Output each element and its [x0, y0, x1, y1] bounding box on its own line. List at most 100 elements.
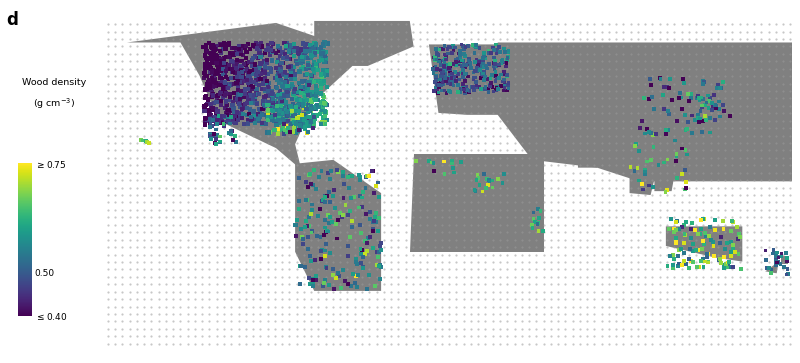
Point	[348, 29, 361, 34]
Point	[326, 81, 339, 86]
Point	[166, 318, 179, 324]
Point	[239, 95, 252, 101]
Point	[218, 177, 230, 183]
Point	[189, 29, 202, 34]
Point	[762, 281, 775, 287]
Point	[661, 281, 674, 287]
Point	[298, 252, 310, 257]
Point	[281, 109, 294, 114]
Point	[414, 266, 426, 272]
Point	[310, 87, 323, 93]
Point	[515, 51, 528, 57]
Point	[777, 229, 790, 235]
Point	[254, 51, 266, 57]
Point	[647, 132, 660, 138]
Point	[406, 103, 419, 109]
Point	[214, 98, 227, 104]
Point	[545, 252, 558, 257]
Point	[762, 207, 775, 213]
Point	[189, 66, 202, 72]
Point	[293, 100, 306, 106]
Point	[718, 326, 731, 332]
Point	[348, 259, 361, 265]
Point	[236, 105, 249, 111]
Point	[755, 192, 768, 198]
Point	[314, 44, 327, 49]
Point	[762, 36, 775, 42]
Point	[501, 133, 514, 139]
Point	[631, 147, 644, 153]
Point	[227, 52, 240, 58]
Point	[675, 106, 688, 112]
Point	[218, 259, 230, 265]
Point	[166, 177, 179, 183]
Point	[305, 170, 318, 176]
Point	[258, 102, 271, 107]
Point	[200, 93, 213, 99]
Point	[385, 296, 398, 302]
Point	[298, 98, 310, 103]
Point	[440, 62, 453, 68]
Point	[116, 333, 129, 339]
Point	[494, 281, 506, 287]
Point	[545, 51, 558, 57]
Point	[674, 90, 686, 96]
Point	[668, 58, 681, 64]
Point	[130, 147, 143, 153]
Point	[225, 311, 238, 317]
Point	[770, 66, 782, 72]
Point	[468, 87, 481, 93]
Point	[566, 311, 579, 317]
Point	[288, 125, 301, 131]
Point	[675, 326, 688, 332]
Point	[442, 274, 455, 280]
Point	[214, 62, 227, 68]
Point	[318, 74, 330, 79]
Point	[678, 231, 691, 237]
Point	[479, 281, 492, 287]
Point	[283, 296, 296, 302]
Point	[645, 157, 658, 163]
Point	[617, 44, 630, 49]
Point	[303, 82, 316, 87]
Point	[276, 192, 289, 198]
Point	[494, 118, 506, 124]
Point	[210, 121, 222, 126]
Point	[486, 95, 499, 101]
Point	[465, 140, 478, 146]
Point	[617, 88, 630, 94]
Point	[123, 244, 136, 250]
Point	[438, 87, 451, 93]
Point	[249, 62, 262, 68]
Point	[438, 159, 450, 164]
Point	[446, 50, 458, 56]
Point	[269, 140, 282, 146]
Point	[777, 318, 790, 324]
Point	[530, 252, 542, 257]
Point	[218, 333, 230, 339]
Point	[682, 215, 695, 220]
Point	[490, 86, 502, 92]
Point	[428, 118, 441, 124]
Point	[545, 207, 558, 213]
Point	[508, 252, 521, 257]
Point	[399, 311, 412, 317]
Point	[288, 53, 301, 59]
Point	[370, 183, 382, 189]
Point	[116, 244, 129, 250]
Point	[204, 79, 217, 85]
Point	[218, 122, 230, 127]
Point	[246, 259, 259, 265]
Point	[602, 259, 615, 265]
Point	[454, 55, 466, 61]
Point	[363, 118, 376, 124]
Point	[334, 110, 346, 116]
Point	[777, 274, 790, 280]
Point	[486, 147, 499, 153]
Point	[299, 197, 312, 203]
Point	[182, 88, 194, 94]
Point	[697, 73, 710, 79]
Point	[682, 110, 695, 116]
Point	[206, 69, 218, 75]
Point	[145, 185, 158, 191]
